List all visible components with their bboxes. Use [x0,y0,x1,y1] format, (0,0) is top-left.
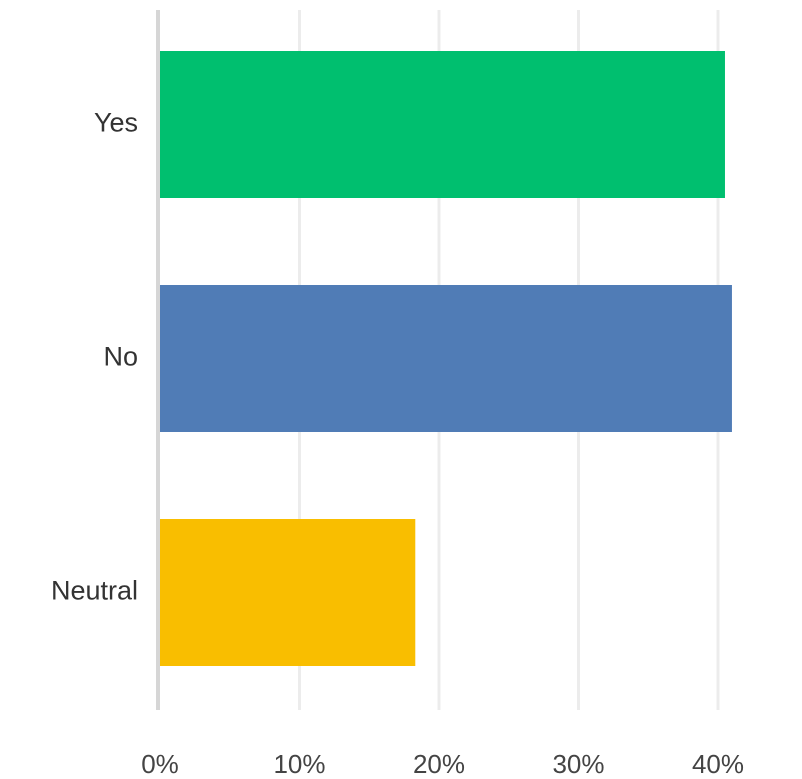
category-label-neutral: Neutral [51,576,138,606]
bar-no [160,285,732,432]
category-label-no: No [103,342,138,372]
bars [160,51,732,666]
bar-yes [160,51,725,198]
x-tick-label-20: 20% [413,749,465,779]
x-tick-label-30: 30% [552,749,604,779]
category-labels: Yes No Neutral [51,108,138,606]
category-label-yes: Yes [94,108,138,138]
x-tick-label-10: 10% [273,749,325,779]
bar-neutral [160,519,416,666]
x-tick-label-0: 0% [141,749,179,779]
x-tick-labels: 0% 10% 20% 30% 40% [141,749,744,779]
x-tick-label-40: 40% [692,749,744,779]
